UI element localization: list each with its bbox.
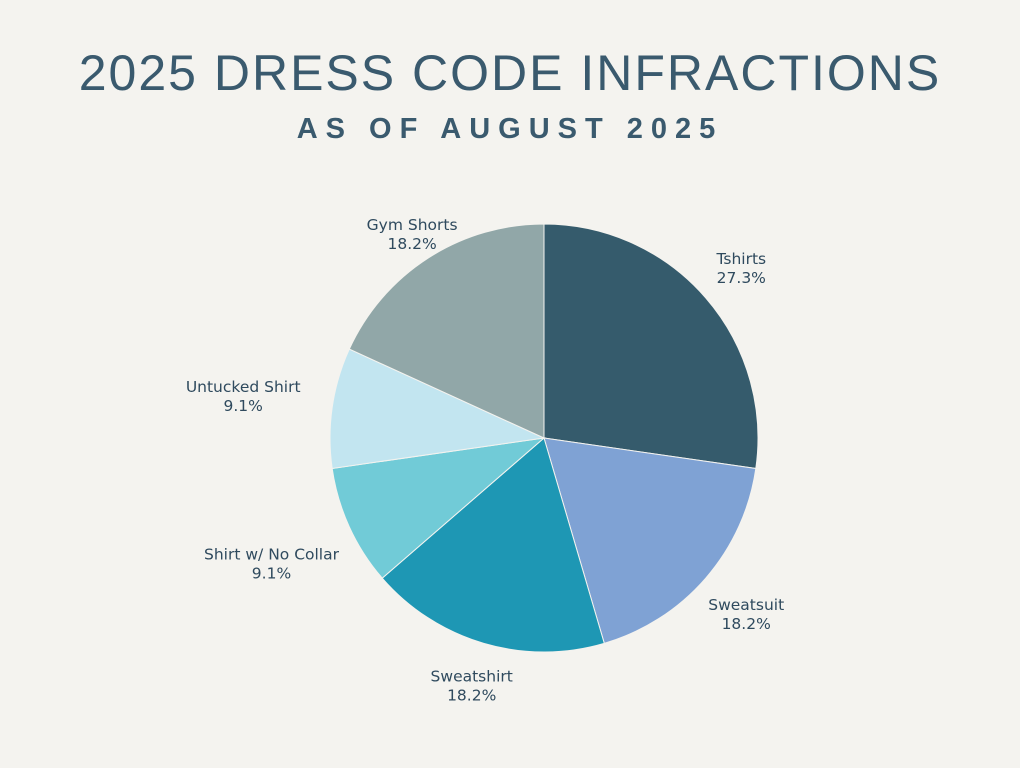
slice-name-untucked-shirt: Untucked Shirt [186,378,301,396]
slice-percent-gym-shorts: 18.2% [387,235,436,253]
slice-percent-sweatsuit: 18.2% [722,615,771,633]
slice-percent-tshirts: 27.3% [717,269,766,287]
slice-label-untucked-shirt: Untucked Shirt 9.1% [186,378,301,415]
slice-name-tshirts: Tshirts [715,250,766,268]
slice-label-shirt-w-no-collar: Shirt w/ No Collar 9.1% [204,546,340,583]
slice-percent-sweatshirt: 18.2% [447,686,496,704]
slice-name-sweatshirt: Sweatshirt [431,667,513,685]
pie-slice-sweatshirt [381,437,605,653]
slice-name-sweatsuit: Sweatsuit [708,596,784,614]
pie-slice-untucked-shirt [329,348,546,470]
slice-label-sweatsuit: Sweatsuit 18.2% [708,596,784,633]
pie-slice-tshirts [543,223,759,470]
slice-label-tshirts: Tshirts 27.3% [715,250,766,287]
chart-title: 2025 DRESS CODE INFRACTIONS [78,45,942,101]
pie-slice-shirt-w-no-collar [331,437,546,579]
slice-name-gym-shorts: Gym Shorts [367,216,458,234]
slice-label-gym-shorts: Gym Shorts 18.2% [367,216,458,253]
slice-label-sweatshirt: Sweatshirt 18.2% [431,667,513,704]
slice-name-shirt-w-no-collar: Shirt w/ No Collar [204,546,340,564]
slice-percent-shirt-w-no-collar: 9.1% [252,565,291,583]
slice-percent-untucked-shirt: 9.1% [224,397,263,415]
pie-slice-sweatsuit [543,437,757,644]
chart-subtitle: AS OF AUGUST 2025 [296,113,724,145]
pie-slice-gym-shorts [348,223,545,439]
